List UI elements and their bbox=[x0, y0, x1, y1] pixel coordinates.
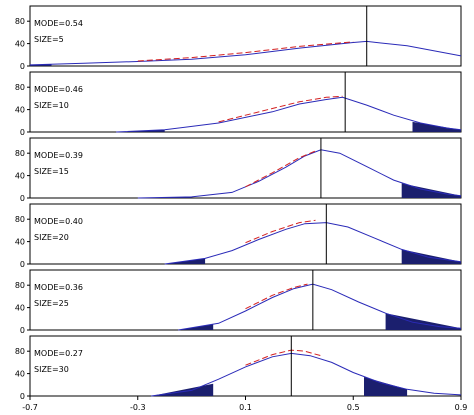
mode-annotation: MODE=0.27 bbox=[34, 349, 83, 358]
y-tick-label: 0 bbox=[20, 392, 25, 401]
shaded-tail bbox=[385, 313, 461, 330]
y-tick-label: 0 bbox=[20, 260, 25, 269]
x-tick-label: 0.9 bbox=[455, 403, 468, 410]
y-tick-label: 80 bbox=[15, 17, 25, 26]
y-tick-label: 40 bbox=[15, 370, 25, 379]
y-tick-label: 40 bbox=[15, 106, 25, 115]
density-line bbox=[116, 96, 462, 133]
size-annotation: SIZE=15 bbox=[34, 167, 69, 176]
panel-frame bbox=[29, 203, 462, 265]
y-tick-label: 40 bbox=[15, 172, 25, 181]
y-tick-label: 80 bbox=[15, 281, 25, 290]
dashed-density-line bbox=[245, 219, 316, 244]
x-tick-label: 0.5 bbox=[347, 403, 360, 410]
size-annotation: SIZE=10 bbox=[34, 101, 69, 110]
y-tick-label: 80 bbox=[15, 215, 25, 224]
mode-annotation: MODE=0.46 bbox=[34, 85, 83, 94]
y-tick-label: 0 bbox=[20, 326, 25, 335]
y-tick-label: 0 bbox=[20, 194, 25, 203]
dashed-density-line bbox=[218, 95, 343, 123]
mode-annotation: MODE=0.39 bbox=[34, 151, 83, 160]
panel-frame bbox=[29, 71, 462, 133]
density-line bbox=[151, 352, 462, 397]
density-line bbox=[178, 283, 462, 331]
y-tick-label: 80 bbox=[15, 83, 25, 92]
mode-annotation: MODE=0.36 bbox=[34, 283, 83, 292]
x-tick-label: 0.1 bbox=[239, 403, 252, 410]
x-tick-label: -0.7 bbox=[22, 403, 38, 410]
dashed-density-line bbox=[137, 41, 354, 62]
size-annotation: SIZE=25 bbox=[34, 299, 69, 308]
mode-annotation: MODE=0.40 bbox=[34, 217, 83, 226]
y-tick-label: 40 bbox=[15, 238, 25, 247]
dashed-density-line bbox=[245, 283, 308, 310]
shaded-tail bbox=[412, 121, 461, 132]
y-tick-label: 80 bbox=[15, 149, 25, 158]
shaded-tail bbox=[401, 249, 461, 264]
y-tick-label: 0 bbox=[20, 128, 25, 137]
dashed-density-line bbox=[245, 150, 316, 188]
y-tick-label: 40 bbox=[15, 304, 25, 313]
panel-frame bbox=[29, 137, 462, 199]
size-annotation: SIZE=20 bbox=[34, 233, 69, 242]
size-annotation: SIZE=5 bbox=[34, 35, 64, 44]
density-line bbox=[29, 40, 462, 66]
x-tick-label: -0.3 bbox=[130, 403, 146, 410]
size-annotation: SIZE=30 bbox=[34, 365, 69, 374]
y-tick-label: 80 bbox=[15, 347, 25, 356]
density-line bbox=[164, 222, 462, 265]
shaded-tail bbox=[151, 383, 214, 396]
panel-frame bbox=[29, 5, 462, 67]
shaded-tail bbox=[364, 377, 408, 396]
mode-annotation: MODE=0.54 bbox=[34, 19, 83, 28]
y-tick-label: 0 bbox=[20, 62, 25, 71]
y-tick-label: 40 bbox=[15, 40, 25, 49]
